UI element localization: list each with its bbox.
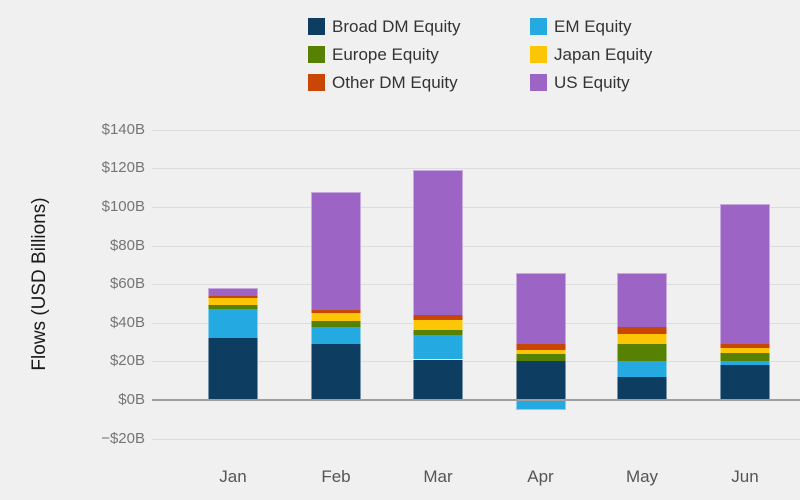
bar-segment-jan-other-dm-equity <box>208 295 258 298</box>
bar-segment-apr-broad-dm-equity <box>515 361 566 400</box>
gridline--80b <box>152 245 800 247</box>
legend-label: Europe Equity <box>332 45 439 64</box>
bar-segment-mar-em-equity <box>413 335 463 360</box>
gridline--60b <box>152 284 800 286</box>
legend-swatch-em-equity-icon <box>530 18 547 35</box>
bar-segment-may-other-dm-equity <box>617 326 667 335</box>
gridline--20b <box>152 438 800 440</box>
bar-segment-apr-japan-equity <box>515 349 566 354</box>
bar-segment-feb-japan-equity <box>311 313 361 321</box>
y-tick-label: $0B <box>118 391 145 408</box>
legend-swatch-us-equity-icon <box>530 74 547 91</box>
bar-segment-apr-other-dm-equity <box>515 344 566 350</box>
zero-baseline <box>152 399 800 401</box>
legend-item-europe-equity: Europe Equity <box>308 46 461 63</box>
bar-segment-jun-broad-dm-equity <box>720 365 770 400</box>
bar-segment-jan-japan-equity <box>208 297 258 306</box>
gridline--100b <box>152 207 800 208</box>
y-tick-label: $20B <box>109 352 145 370</box>
y-tick-label: $60B <box>109 275 145 293</box>
x-tick-label-jan: Jan <box>219 467 247 486</box>
bar-segment-may-em-equity <box>617 361 667 377</box>
legend-label: US Equity <box>554 73 630 92</box>
bar-segment-jun-europe-equity <box>720 352 770 362</box>
legend-swatch-other-dm-equity-icon <box>308 74 325 91</box>
bar-segment-jan-em-equity <box>208 309 258 339</box>
legend-label: Broad DM Equity <box>332 17 461 36</box>
bar-segment-may-europe-equity <box>617 344 667 362</box>
bar-segment-apr-em-equity <box>515 400 566 410</box>
bar-segment-jun-em-equity <box>720 361 770 366</box>
bar-segment-feb-europe-equity <box>311 320 361 327</box>
x-tick-label-may: May <box>625 467 659 486</box>
y-tick-label: −$20B <box>101 429 145 447</box>
x-tick-label-apr: Apr <box>527 467 554 486</box>
bar-segment-jan-broad-dm-equity <box>208 338 258 400</box>
legend-item-other-dm-equity: Other DM Equity <box>308 74 461 91</box>
bar-segment-mar-broad-dm-equity <box>413 359 463 400</box>
legend-label: Japan Equity <box>554 45 653 64</box>
bar-segment-feb-em-equity <box>311 326 361 345</box>
y-tick-label: $40B <box>109 313 145 331</box>
legend-column-2: EM Equity Japan Equity US Equity <box>530 18 652 91</box>
x-tick-label-jun: Jun <box>731 467 759 486</box>
bar-segment-feb-other-dm-equity <box>311 310 361 314</box>
legend-item-us-equity: US Equity <box>530 74 652 91</box>
bar-segment-feb-us-equity <box>311 191 361 311</box>
legend-label: EM Equity <box>554 17 632 36</box>
x-tick-label-mar: Mar <box>423 467 453 486</box>
gridline--40b <box>152 322 800 324</box>
bar-segment-jun-us-equity <box>720 204 770 344</box>
gridline--20b <box>152 361 800 363</box>
bar-segment-apr-europe-equity <box>515 353 566 362</box>
legend-label: Other DM Equity <box>332 73 458 92</box>
legend-swatch-europe-equity-icon <box>308 46 325 63</box>
y-tick-label: $140B <box>101 120 145 138</box>
legend-column-1: Broad DM Equity Europe Equity Other DM Equ… <box>308 18 461 91</box>
gridline--120b <box>152 168 800 170</box>
bar-segment-jan-us-equity <box>208 288 258 296</box>
bar-segment-mar-japan-equity <box>413 319 463 330</box>
y-tick-label: $100B <box>101 198 145 215</box>
bar-segment-may-broad-dm-equity <box>617 376 667 400</box>
y-tick-label: $80B <box>109 236 145 254</box>
bar-segment-jun-other-dm-equity <box>720 344 770 348</box>
bar-segment-may-us-equity <box>617 272 667 327</box>
bar-segment-apr-us-equity <box>515 272 566 344</box>
legend-swatch-japan-equity-icon <box>530 46 547 63</box>
y-tick-label: $120B <box>101 159 145 177</box>
bar-segment-mar-us-equity <box>413 170 463 316</box>
bar-segment-jun-japan-equity <box>720 347 770 353</box>
legend-item-broad-dm-equity: Broad DM Equity <box>308 18 461 35</box>
legend-item-japan-equity: Japan Equity <box>530 46 652 63</box>
bar-segment-mar-europe-equity <box>413 329 463 336</box>
x-tick-label-feb: Feb <box>321 467 351 486</box>
bar-segment-feb-broad-dm-equity <box>311 344 361 400</box>
gridline--140b <box>152 129 800 131</box>
bar-segment-jan-europe-equity <box>208 305 258 310</box>
bar-segment-may-japan-equity <box>617 334 667 345</box>
bar-segment-mar-other-dm-equity <box>413 315 463 320</box>
legend-item-em-equity: EM Equity <box>530 18 652 35</box>
legend-swatch-broad-dm-equity-icon <box>308 18 325 35</box>
